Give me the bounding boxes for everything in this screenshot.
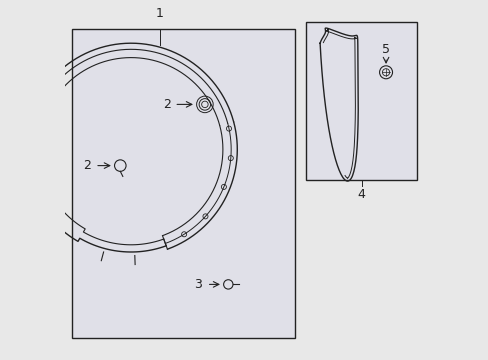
- Text: 2: 2: [163, 98, 170, 111]
- Text: 5: 5: [381, 43, 389, 56]
- Text: 3: 3: [194, 278, 202, 291]
- Text: 2: 2: [83, 159, 91, 172]
- Bar: [72, 29, 294, 338]
- Text: 4: 4: [357, 188, 365, 201]
- Bar: [305, 22, 416, 180]
- Text: 1: 1: [156, 7, 163, 20]
